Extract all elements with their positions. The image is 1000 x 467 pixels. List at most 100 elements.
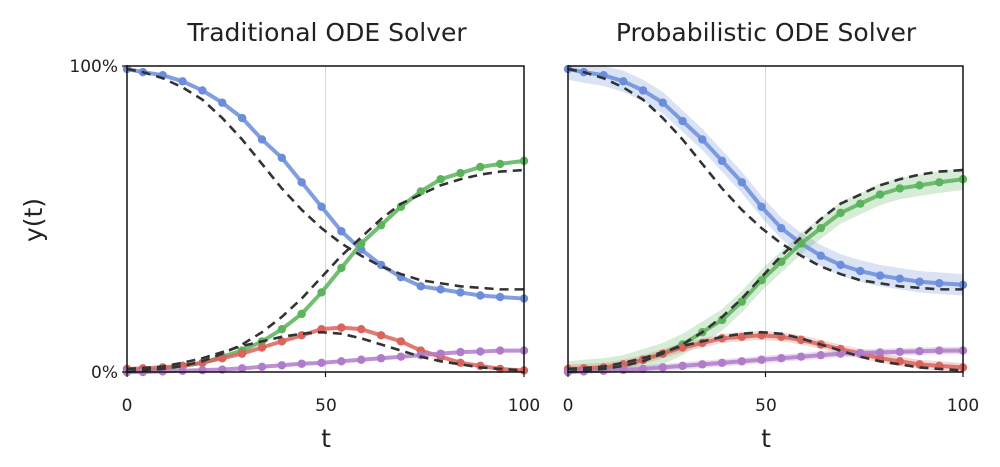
right-chart-title: Probabilistic ODE Solver <box>616 18 917 47</box>
right-series-blue-point <box>698 135 707 144</box>
left-series-green-point <box>456 168 465 178</box>
right-series-purple-point <box>698 360 707 369</box>
right-series-red-point <box>678 343 687 352</box>
right-series-green-point <box>856 199 865 208</box>
right-series-green-point <box>737 297 746 306</box>
right-series-blue-point <box>856 266 865 276</box>
right-plot-area <box>563 64 968 377</box>
left-series-purple-point <box>396 352 406 361</box>
right-series-purple-point <box>796 352 806 361</box>
left-xtick-100: 100 <box>508 396 540 416</box>
left-series-blue-point <box>277 153 287 162</box>
right-series-green-point <box>816 223 825 233</box>
left-series-blue-point <box>178 77 187 86</box>
left-series-blue-point <box>198 86 207 95</box>
left-series-purple-point <box>337 357 346 366</box>
right-series-blue-point <box>875 271 885 280</box>
left-series-green-point <box>476 162 485 172</box>
right-series-blue-point <box>737 178 746 187</box>
right-series-blue-point <box>895 274 904 283</box>
right-reference-blue <box>567 67 963 291</box>
left-series-blue-point <box>416 282 425 291</box>
right-series-blue-point <box>717 156 727 166</box>
left-series-blue-point <box>456 288 465 297</box>
right-reference-green <box>567 168 964 374</box>
left-series-purple-point <box>436 349 445 358</box>
right-series-green-point <box>915 181 924 190</box>
right-series-green-point <box>895 184 904 193</box>
left-series-purple-point <box>178 366 187 375</box>
left-series-purple-point <box>317 358 326 368</box>
left-series-blue-point <box>237 113 247 123</box>
right-series-purple-point <box>638 364 648 374</box>
right-series-purple-point <box>678 361 687 371</box>
right-series-blue-point <box>777 223 786 233</box>
left-reference-green <box>126 168 525 374</box>
left-series-red-point <box>357 324 366 334</box>
left-series-purple-point <box>198 365 207 375</box>
right-band-blue <box>568 66 963 296</box>
left-series-blue-point <box>218 98 227 107</box>
y-axis-label: y(t) <box>19 198 48 242</box>
right-series-purple-point <box>915 346 924 356</box>
left-series-purple-point <box>237 364 247 373</box>
right-series-blue-point <box>915 277 924 286</box>
left-reference-blue <box>126 67 524 291</box>
right-series-blue-point <box>836 260 845 270</box>
right-series-purple-point <box>658 363 667 372</box>
left-series-blue-point <box>436 285 445 294</box>
right-series-blue-point <box>678 116 687 126</box>
right-series-blue-point <box>619 77 628 86</box>
left-series-green-point <box>357 239 366 248</box>
left-series-red-point <box>376 331 386 340</box>
right-series-green-point <box>757 276 766 285</box>
right-series-blue-point <box>658 98 667 107</box>
right-series-purple-point <box>836 349 845 358</box>
left-series-green-point <box>416 187 425 196</box>
right-series-green-point <box>875 190 885 199</box>
left-chart-title: Traditional ODE Solver <box>186 18 467 47</box>
right-series-purple-point <box>777 354 786 363</box>
right-series-purple-point <box>935 346 944 355</box>
left-series-green-point <box>436 175 445 184</box>
left-xtick-0: 0 <box>122 396 133 416</box>
left-series-green-point <box>337 263 346 273</box>
right-reference-red <box>567 330 964 372</box>
right-x-axis-label: t <box>761 424 771 453</box>
right-series-red-point <box>796 335 806 345</box>
left-series-red-point <box>218 354 227 363</box>
left-series-blue-point <box>476 291 485 300</box>
right-series-purple-point <box>895 347 904 357</box>
left-series-blue-point <box>297 178 306 187</box>
right-series-green-point <box>836 208 845 218</box>
left-x-axis-label: t <box>321 424 331 453</box>
left-series-blue-point <box>337 227 346 236</box>
right-series-purple-point <box>737 357 746 366</box>
left-series-blue-point <box>257 135 267 144</box>
left-series-purple-point <box>456 347 465 357</box>
left-xtick-50: 50 <box>315 396 337 416</box>
right-series-purple-point <box>717 358 727 368</box>
left-series-purple-point <box>357 355 366 364</box>
left-series-red-point <box>456 358 465 368</box>
left-reference-red <box>126 330 525 372</box>
right-series-blue-point <box>638 86 648 95</box>
left-series-purple-point <box>376 354 386 363</box>
left-series-green-point <box>495 159 505 169</box>
right-series-blue-point <box>816 251 825 260</box>
left-ytick-top: 100% <box>69 57 118 77</box>
left-series-green-point <box>376 220 386 230</box>
right-series-blue-point <box>757 202 766 211</box>
right-series-red-point <box>737 332 746 342</box>
left-series-red-point <box>237 349 247 358</box>
left-plot-area <box>122 64 529 377</box>
right-xtick-100: 100 <box>947 396 979 416</box>
right-series-purple-point <box>856 348 865 358</box>
left-ytick-bottom: 0% <box>91 363 118 383</box>
right-series-purple-point <box>816 350 825 360</box>
right-series-green-point <box>796 239 806 248</box>
left-series-red-point <box>396 337 406 346</box>
left-series-green-point <box>297 309 306 319</box>
left-series-green-point <box>317 288 326 297</box>
